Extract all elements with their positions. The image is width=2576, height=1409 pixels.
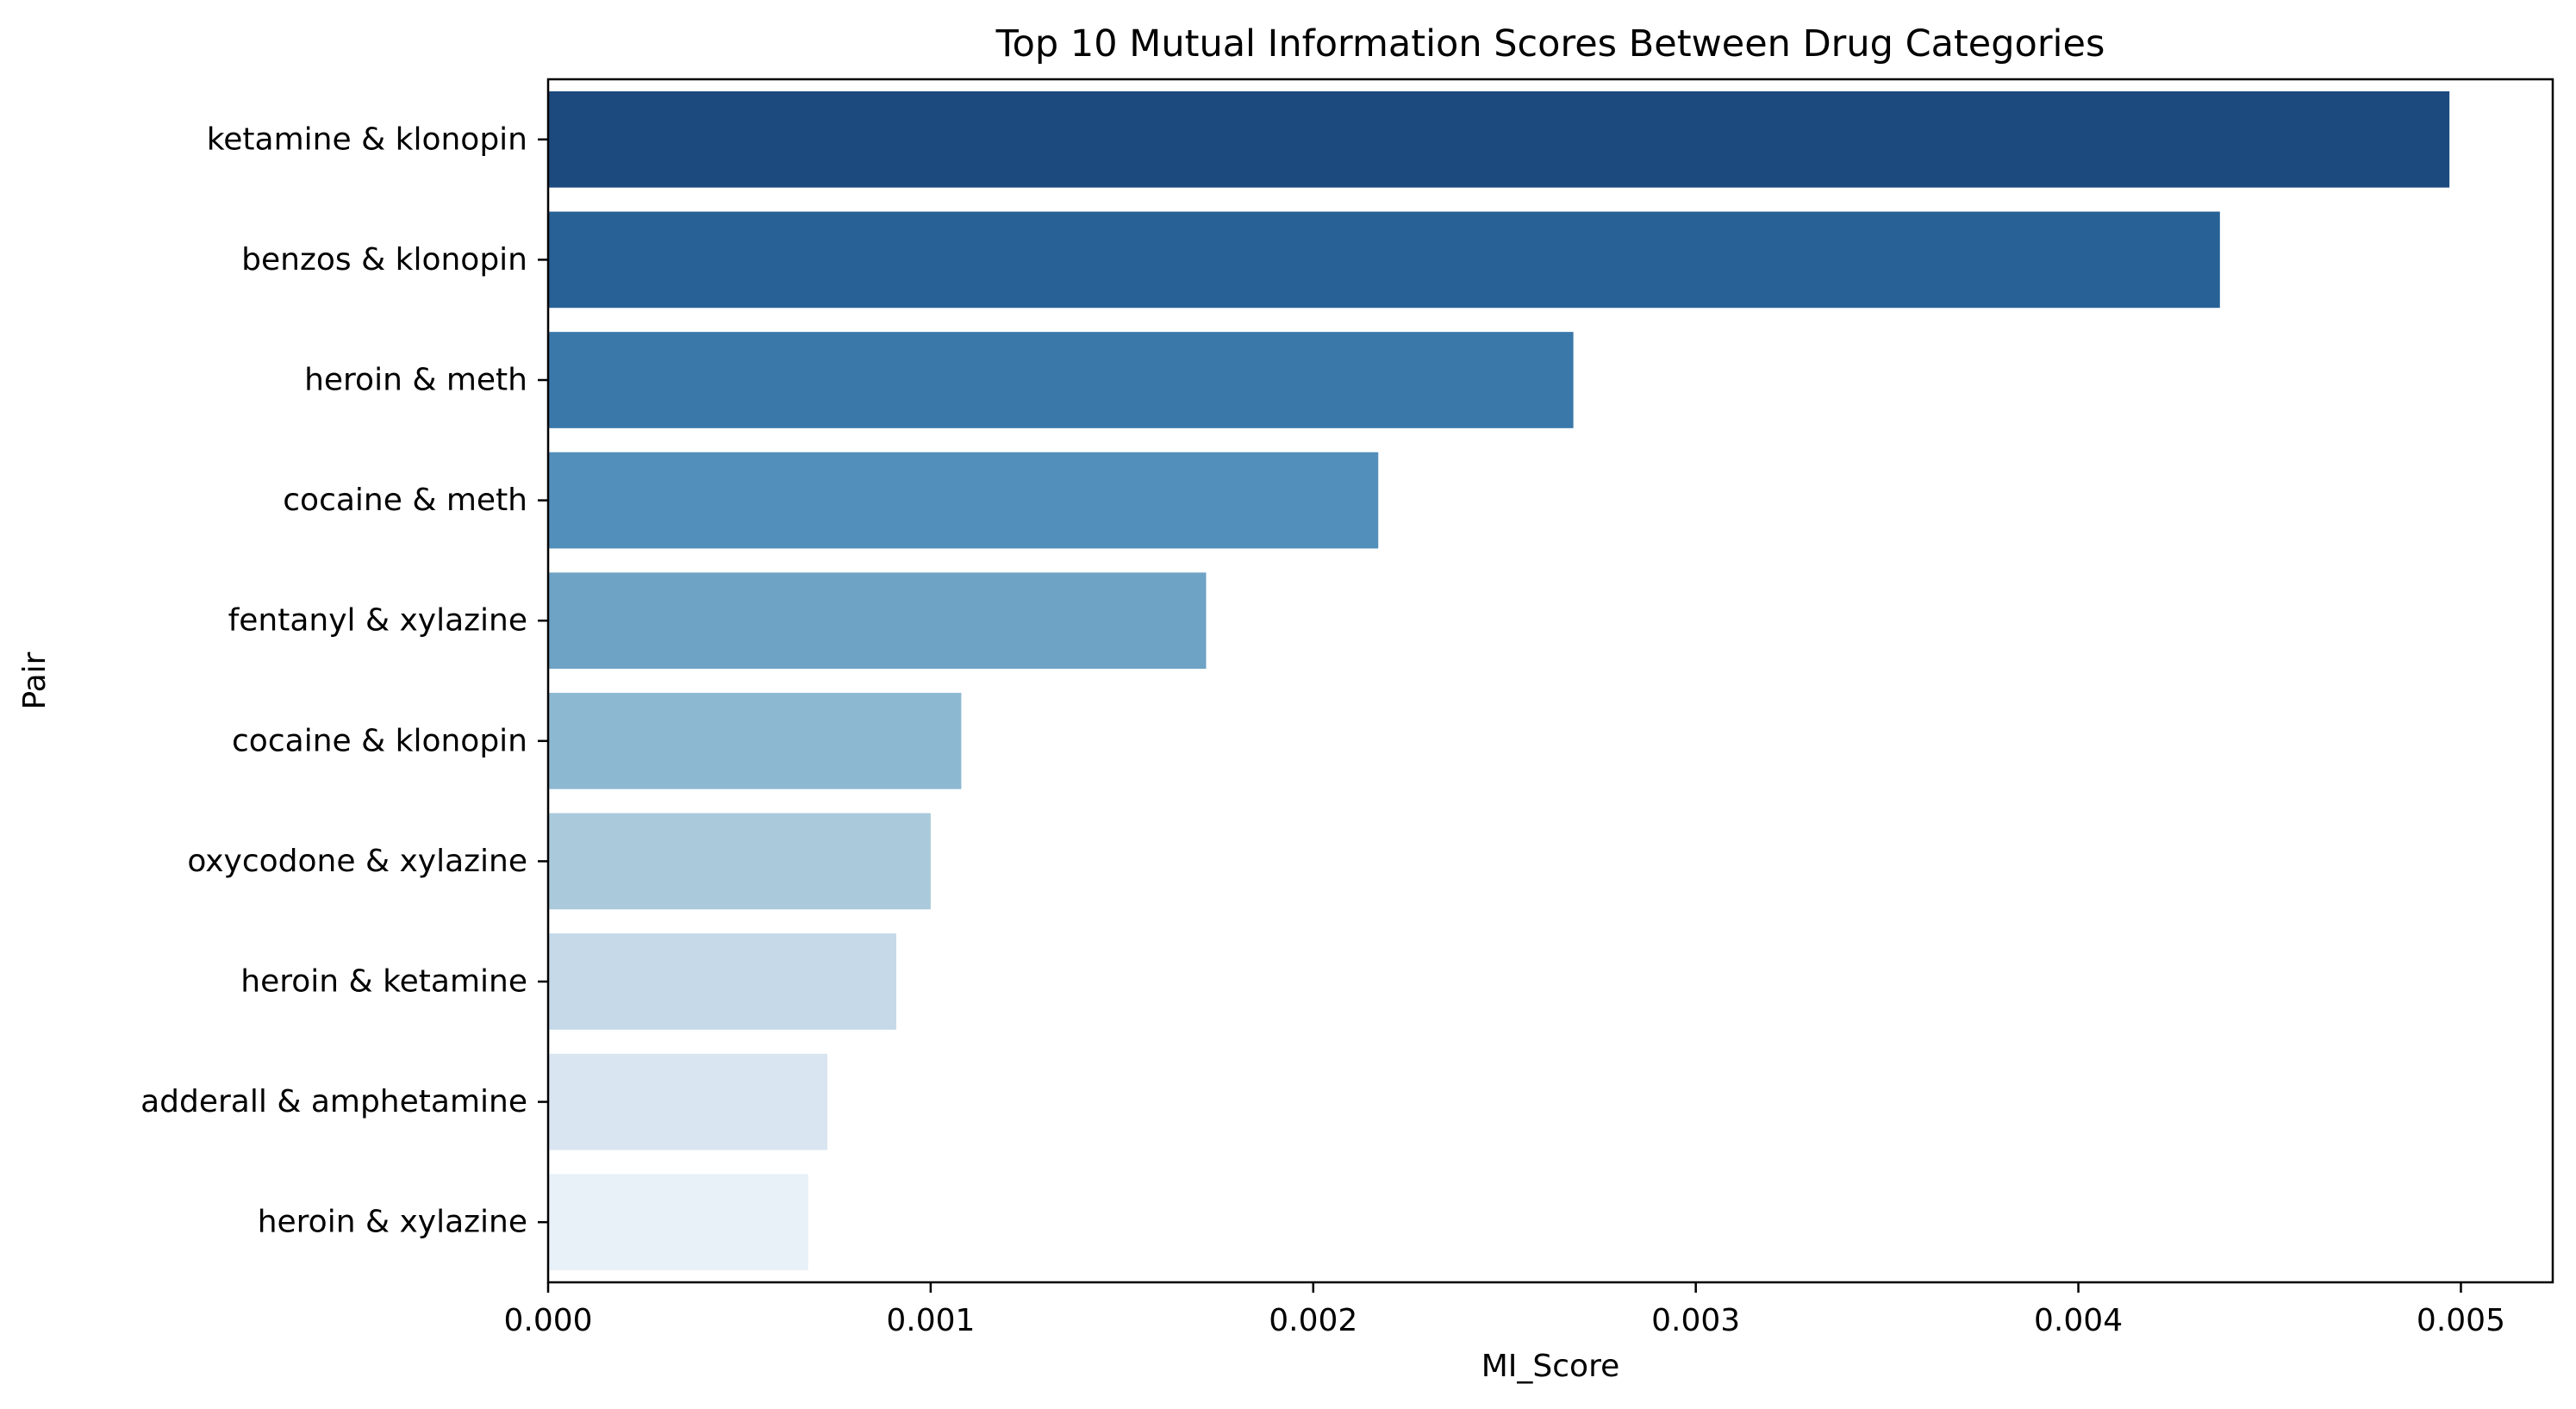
y-tick-label: heroin & meth — [304, 363, 527, 398]
x-tick-label: 0.000 — [503, 1303, 592, 1338]
bar-ketamine-klonopin — [548, 90, 2450, 188]
y-tick-label: benzos & klonopin — [241, 242, 527, 277]
y-tick-label: fentanyl & xylazine — [228, 603, 527, 639]
x-tick-label: 0.002 — [1269, 1303, 1357, 1338]
y-tick-label: adderall & amphetamine — [140, 1084, 527, 1119]
y-tick-label: heroin & xylazine — [258, 1205, 527, 1240]
bar-heroin-xylazine — [548, 1174, 808, 1271]
bars-layer — [548, 90, 2450, 1271]
x-axis-ticks: 0.000 0.001 0.002 0.003 0.004 0.005 — [503, 1282, 2505, 1338]
bar-adderall-amphetamine — [548, 1053, 828, 1150]
bar-benzos-klonopin — [548, 211, 2220, 309]
bar-heroin-meth — [548, 332, 1574, 428]
chart-title: Top 10 Mutual Information Scores Between… — [995, 22, 2105, 65]
bar-cocaine-meth — [548, 452, 1379, 549]
plot-frame — [546, 78, 2554, 1284]
y-axis-ticks: ketamine & klonopin benzos & klonopin hero… — [140, 122, 548, 1240]
x-tick-label: 0.005 — [2417, 1303, 2505, 1338]
x-tick-label: 0.001 — [886, 1303, 975, 1338]
bar-fentanyl-xylazine — [548, 572, 1207, 670]
bar-oxycodone-xylazine — [548, 813, 931, 910]
x-axis-title: MI_Score — [1481, 1349, 1620, 1384]
y-tick-label: heroin & ketamine — [240, 964, 527, 1000]
y-tick-label: oxycodone & xylazine — [187, 844, 527, 879]
y-tick-label: cocaine & meth — [283, 483, 527, 518]
y-axis-title: Pair — [17, 652, 53, 709]
x-tick-label: 0.004 — [2034, 1303, 2123, 1338]
x-tick-label: 0.003 — [1651, 1303, 1740, 1338]
bar-heroin-ketamine — [548, 933, 896, 1030]
bar-cocaine-klonopin — [548, 692, 962, 789]
y-tick-label: ketamine & klonopin — [207, 122, 527, 157]
y-tick-label: cocaine & klonopin — [232, 723, 527, 758]
